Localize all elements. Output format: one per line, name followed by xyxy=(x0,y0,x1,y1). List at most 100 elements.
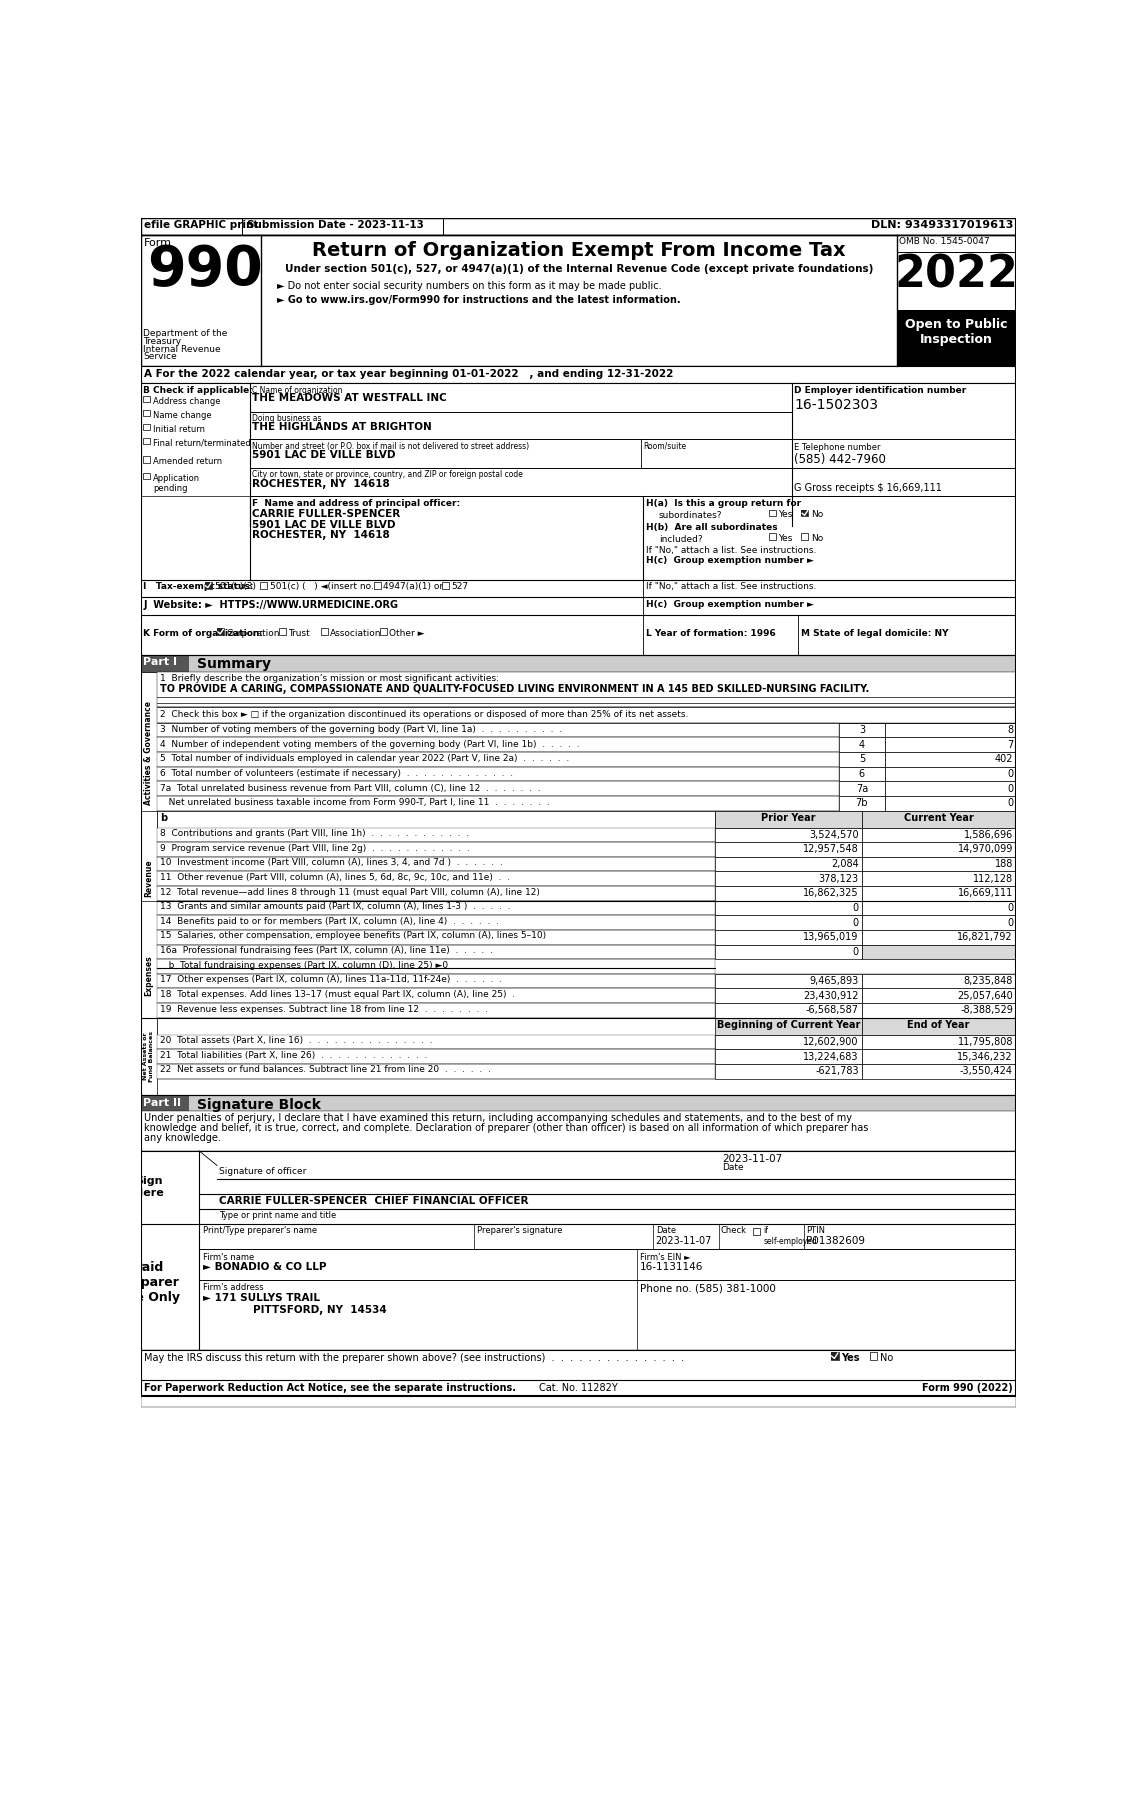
Bar xyxy=(861,902,1016,916)
Text: 16,862,325: 16,862,325 xyxy=(803,889,859,898)
Text: Expenses: Expenses xyxy=(145,954,154,996)
Text: Beginning of Current Year: Beginning of Current Year xyxy=(717,1019,860,1030)
Text: -621,783: -621,783 xyxy=(815,1067,859,1076)
Text: CARRIE FULLER-SPENCER  CHIEF FINANCIAL OFFICER: CARRIE FULLER-SPENCER CHIEF FINANCIAL OF… xyxy=(219,1197,528,1206)
Bar xyxy=(157,827,715,842)
Text: 13  Grants and similar amounts paid (Part IX, column (A), lines 1-3 )  .  .  .  : 13 Grants and similar amounts paid (Part… xyxy=(159,902,510,911)
Bar xyxy=(157,738,839,753)
Text: CARRIE FULLER-SPENCER: CARRIE FULLER-SPENCER xyxy=(252,508,400,519)
Text: ROCHESTER, NY  14618: ROCHESTER, NY 14618 xyxy=(252,479,390,490)
Bar xyxy=(831,1351,839,1359)
Text: Firm's EIN ►: Firm's EIN ► xyxy=(640,1252,691,1261)
Text: E Telephone number: E Telephone number xyxy=(795,443,881,452)
Text: Sign
Here: Sign Here xyxy=(134,1175,164,1197)
Text: If "No," attach a list. See instructions.: If "No," attach a list. See instructions… xyxy=(647,582,816,591)
Bar xyxy=(715,811,861,827)
Text: D Employer identification number: D Employer identification number xyxy=(795,386,966,394)
Bar xyxy=(141,218,1016,1395)
Text: Activities & Governance: Activities & Governance xyxy=(145,700,154,805)
Bar xyxy=(143,457,150,463)
Text: Under section 501(c), 527, or 4947(a)(1) of the Internal Revenue Code (except pr: Under section 501(c), 527, or 4947(a)(1)… xyxy=(285,263,873,274)
Text: 112,128: 112,128 xyxy=(973,874,1013,883)
Text: Preparer's signature: Preparer's signature xyxy=(478,1226,563,1235)
Text: 15  Salaries, other compensation, employee benefits (Part IX, column (A), lines : 15 Salaries, other compensation, employe… xyxy=(159,931,545,940)
Bar xyxy=(141,902,157,1048)
Text: 20  Total assets (Part X, line 16)  .  .  .  .  .  .  .  .  .  .  .  .  .  .  .: 20 Total assets (Part X, line 16) . . . … xyxy=(159,1036,432,1045)
Bar xyxy=(157,671,1016,707)
Bar xyxy=(157,931,715,945)
Text: 4: 4 xyxy=(859,740,865,749)
Text: PITTSFORD, NY  14534: PITTSFORD, NY 14534 xyxy=(253,1304,386,1315)
Text: Paid
Preparer
Use Only: Paid Preparer Use Only xyxy=(117,1261,180,1304)
Text: 7b: 7b xyxy=(856,798,868,809)
Text: Form 990 (2022): Form 990 (2022) xyxy=(922,1382,1013,1393)
Bar xyxy=(885,753,1016,767)
Text: 0: 0 xyxy=(852,903,859,912)
Text: DLN: 93493317019613: DLN: 93493317019613 xyxy=(870,219,1013,230)
Text: Signature Block: Signature Block xyxy=(196,1097,321,1112)
Bar xyxy=(896,310,1016,365)
Bar xyxy=(861,989,1016,1003)
Bar xyxy=(715,1034,861,1048)
Text: 0: 0 xyxy=(1007,903,1013,912)
Bar xyxy=(715,842,861,856)
Text: Yes: Yes xyxy=(841,1353,859,1362)
Text: 2023-11-07: 2023-11-07 xyxy=(723,1154,782,1165)
Text: Summary: Summary xyxy=(196,657,271,671)
Text: C Name of organization: C Name of organization xyxy=(252,386,342,394)
Bar xyxy=(261,582,268,590)
Bar xyxy=(861,945,1016,960)
Bar xyxy=(157,753,839,767)
Bar xyxy=(279,628,286,635)
Bar xyxy=(861,1034,1016,1048)
Bar xyxy=(157,1003,715,1018)
Bar xyxy=(141,383,1016,526)
Bar xyxy=(861,916,1016,931)
Bar xyxy=(839,782,885,796)
Bar xyxy=(885,722,1016,738)
Text: 6  Total number of volunteers (estimate if necessary)  .  .  .  .  .  .  .  .  .: 6 Total number of volunteers (estimate i… xyxy=(159,769,513,778)
Text: 5901 LAC DE VILLE BLVD: 5901 LAC DE VILLE BLVD xyxy=(252,519,395,530)
Text: Room/suite: Room/suite xyxy=(644,443,686,450)
Bar xyxy=(157,885,715,902)
Text: K Form of organization:: K Form of organization: xyxy=(143,629,263,639)
Text: 7: 7 xyxy=(1007,740,1013,749)
Text: Date: Date xyxy=(656,1226,676,1235)
Text: 6: 6 xyxy=(859,769,865,778)
Bar xyxy=(715,871,861,885)
Bar xyxy=(715,1018,861,1034)
Text: 3: 3 xyxy=(859,726,865,735)
Bar xyxy=(715,856,861,871)
Text: 501(c)(3): 501(c)(3) xyxy=(215,582,256,591)
Text: Under penalties of perjury, I declare that I have examined this return, includin: Under penalties of perjury, I declare th… xyxy=(145,1114,852,1123)
Text: No: No xyxy=(879,1353,893,1362)
Text: ► Do not enter social security numbers on this form as it may be made public.: ► Do not enter social security numbers o… xyxy=(277,281,662,290)
Text: Net Assets or
Fund Balances: Net Assets or Fund Balances xyxy=(143,1030,155,1081)
Text: 7a: 7a xyxy=(856,784,868,795)
Bar xyxy=(157,722,839,738)
Text: -8,388,529: -8,388,529 xyxy=(960,1005,1013,1016)
Text: F  Name and address of principal officer:: F Name and address of principal officer: xyxy=(252,499,461,508)
Text: ► 171 SULLYS TRAIL: ► 171 SULLYS TRAIL xyxy=(203,1293,321,1302)
Text: 0: 0 xyxy=(1007,918,1013,927)
Text: 14  Benefits paid to or for members (Part IX, column (A), line 4)  .  .  .  .  .: 14 Benefits paid to or for members (Part… xyxy=(159,916,499,925)
Text: efile GRAPHIC print: efile GRAPHIC print xyxy=(145,219,259,230)
Text: 23,430,912: 23,430,912 xyxy=(803,990,859,1001)
Bar xyxy=(769,533,776,541)
Bar xyxy=(204,582,211,590)
Text: 5: 5 xyxy=(859,755,865,764)
Bar xyxy=(885,767,1016,782)
Bar xyxy=(715,902,861,916)
Text: 25,057,640: 25,057,640 xyxy=(957,990,1013,1001)
Text: Cat. No. 11282Y: Cat. No. 11282Y xyxy=(539,1382,618,1393)
Bar xyxy=(141,234,1016,365)
Bar xyxy=(839,738,885,753)
Text: H(a)  Is this a group return for: H(a) Is this a group return for xyxy=(647,499,802,508)
Text: 1  Briefly describe the organization’s mission or most significant activities:: 1 Briefly describe the organization’s mi… xyxy=(159,675,499,684)
Text: 2023-11-07: 2023-11-07 xyxy=(656,1235,712,1246)
Bar xyxy=(885,796,1016,811)
Bar xyxy=(141,365,1016,383)
Bar xyxy=(141,1350,1016,1408)
Bar xyxy=(839,796,885,811)
Bar xyxy=(217,628,224,635)
